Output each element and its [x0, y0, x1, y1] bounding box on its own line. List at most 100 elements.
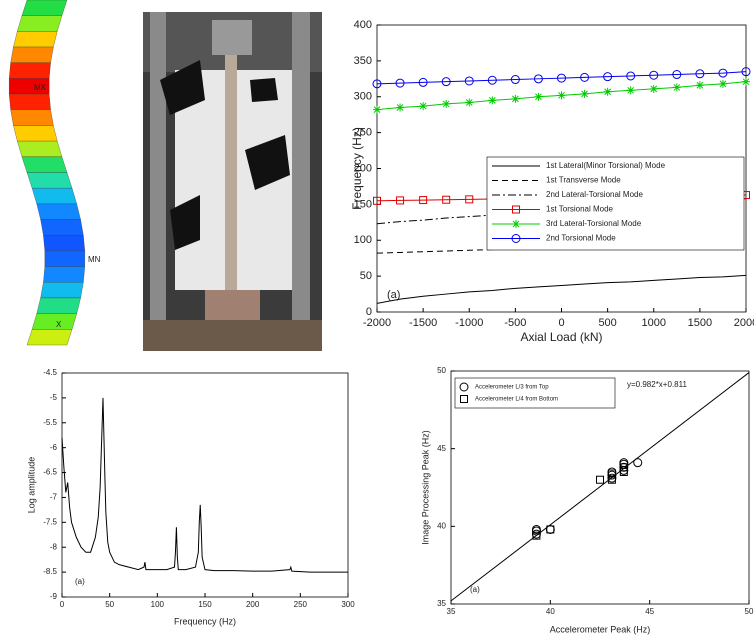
x-tick-label: 1500 [688, 317, 712, 329]
data-point [464, 76, 474, 86]
series-line [61, 397, 348, 573]
y-tick-label: -7.5 [43, 517, 57, 526]
y-tick-label: 150 [354, 198, 372, 210]
data-point [532, 531, 541, 540]
y-axis-label: Image Processing Peak (Hz) [420, 430, 430, 545]
x-tick-label: 150 [198, 600, 212, 609]
x-tick-label: 40 [546, 607, 555, 616]
data-point [603, 72, 613, 82]
x-tick-label: -1000 [455, 317, 483, 329]
data-point [396, 196, 405, 205]
y-tick-label: 200 [354, 162, 372, 174]
data-point [672, 83, 681, 92]
data-point [531, 524, 541, 534]
y-tick-label: 100 [354, 234, 372, 246]
data-point [633, 458, 643, 468]
y-tick-label: 50 [360, 270, 372, 282]
legend-label: 2nd Lateral-Torsional Mode [546, 190, 643, 199]
data-point [534, 92, 543, 101]
y-tick-label: 0 [366, 306, 372, 318]
y-tick-label: 40 [437, 521, 446, 530]
x-tick-label: 2000 [734, 317, 754, 329]
data-point [718, 68, 728, 78]
y-tick-label: -5 [50, 393, 58, 402]
data-point [396, 103, 405, 112]
legend-label: 1st Transverse Mode [546, 176, 621, 185]
data-point [741, 67, 751, 77]
data-point [533, 74, 543, 84]
y-tick-label: -6 [50, 443, 58, 452]
y-tick-label: 250 [354, 127, 372, 139]
fe-element [26, 172, 73, 189]
x-tick-label: 100 [151, 600, 165, 609]
y-tick-label: -7 [50, 493, 58, 502]
data-point [546, 525, 555, 534]
data-point [373, 105, 381, 114]
fe-element [36, 297, 81, 314]
y-tick-label: 35 [437, 599, 446, 608]
y-tick-label: 350 [354, 55, 372, 67]
fe-model [9, 0, 85, 346]
fe-element [13, 125, 58, 142]
legend-label: Accelerometer L/4 from Bottom [475, 397, 558, 403]
x-tick-label: 0 [60, 600, 65, 609]
fe-label: X [56, 320, 62, 329]
y-tick-label: -8.5 [43, 567, 57, 576]
x-axis-label: Frequency (Hz) [174, 616, 236, 626]
fe-element [40, 219, 84, 236]
data-point [742, 77, 750, 86]
x-tick-label: -1500 [409, 317, 437, 329]
data-point [488, 96, 497, 105]
annotation: (a) [387, 289, 400, 301]
y-tick-label: -8 [50, 542, 58, 551]
legend-label: Accelerometer L/3 from Top [475, 385, 549, 391]
data-point [619, 458, 629, 468]
fe-element [43, 235, 85, 252]
plot-frame [450, 370, 750, 605]
x-tick-label: 35 [447, 607, 456, 616]
data-point [510, 75, 520, 85]
x-tick-label: 300 [341, 600, 355, 609]
x-tick-label: 50 [105, 600, 114, 609]
fe-element [13, 31, 58, 48]
data-point [649, 84, 658, 93]
y-axis-label: Log amplitude [26, 457, 36, 514]
fe-element [40, 282, 84, 299]
fe-element [21, 156, 68, 173]
fe-label: MX [34, 83, 47, 92]
fe-element [36, 203, 81, 220]
y-tick-label: 300 [354, 91, 372, 103]
legend-label: 1st Torsional Mode [546, 205, 614, 214]
y-axis-label: Frequency (Hz) [350, 127, 364, 210]
legend-label: 1st Lateral(Minor Torsional) Mode [546, 161, 666, 170]
fe-element [10, 46, 54, 63]
x-tick-label: 1000 [642, 317, 666, 329]
data-point [419, 196, 428, 205]
data-point [626, 86, 635, 95]
x-tick-label: -2000 [363, 317, 391, 329]
data-point [695, 69, 705, 79]
x-tick-label: 200 [246, 600, 260, 609]
data-point [580, 72, 590, 82]
data-point [442, 195, 451, 204]
fe-element [17, 140, 63, 157]
annotation: (a) [470, 585, 480, 594]
x-tick-label: 0 [558, 317, 564, 329]
data-point [373, 196, 381, 205]
data-point [626, 71, 636, 81]
x-axis-label: Axial Load (kN) [520, 330, 602, 344]
y-tick-label: 45 [437, 444, 446, 453]
legend-label: 2nd Torsional Mode [546, 234, 616, 243]
data-point [672, 70, 682, 80]
data-point [511, 94, 520, 103]
data-point [418, 77, 428, 87]
data-point [557, 91, 566, 100]
data-point [419, 102, 428, 111]
annotation: (a) [75, 577, 85, 586]
data-point [557, 73, 566, 83]
legend-box [454, 377, 616, 409]
legend-marker [459, 382, 469, 392]
data-point [465, 195, 474, 204]
data-point [596, 475, 604, 484]
